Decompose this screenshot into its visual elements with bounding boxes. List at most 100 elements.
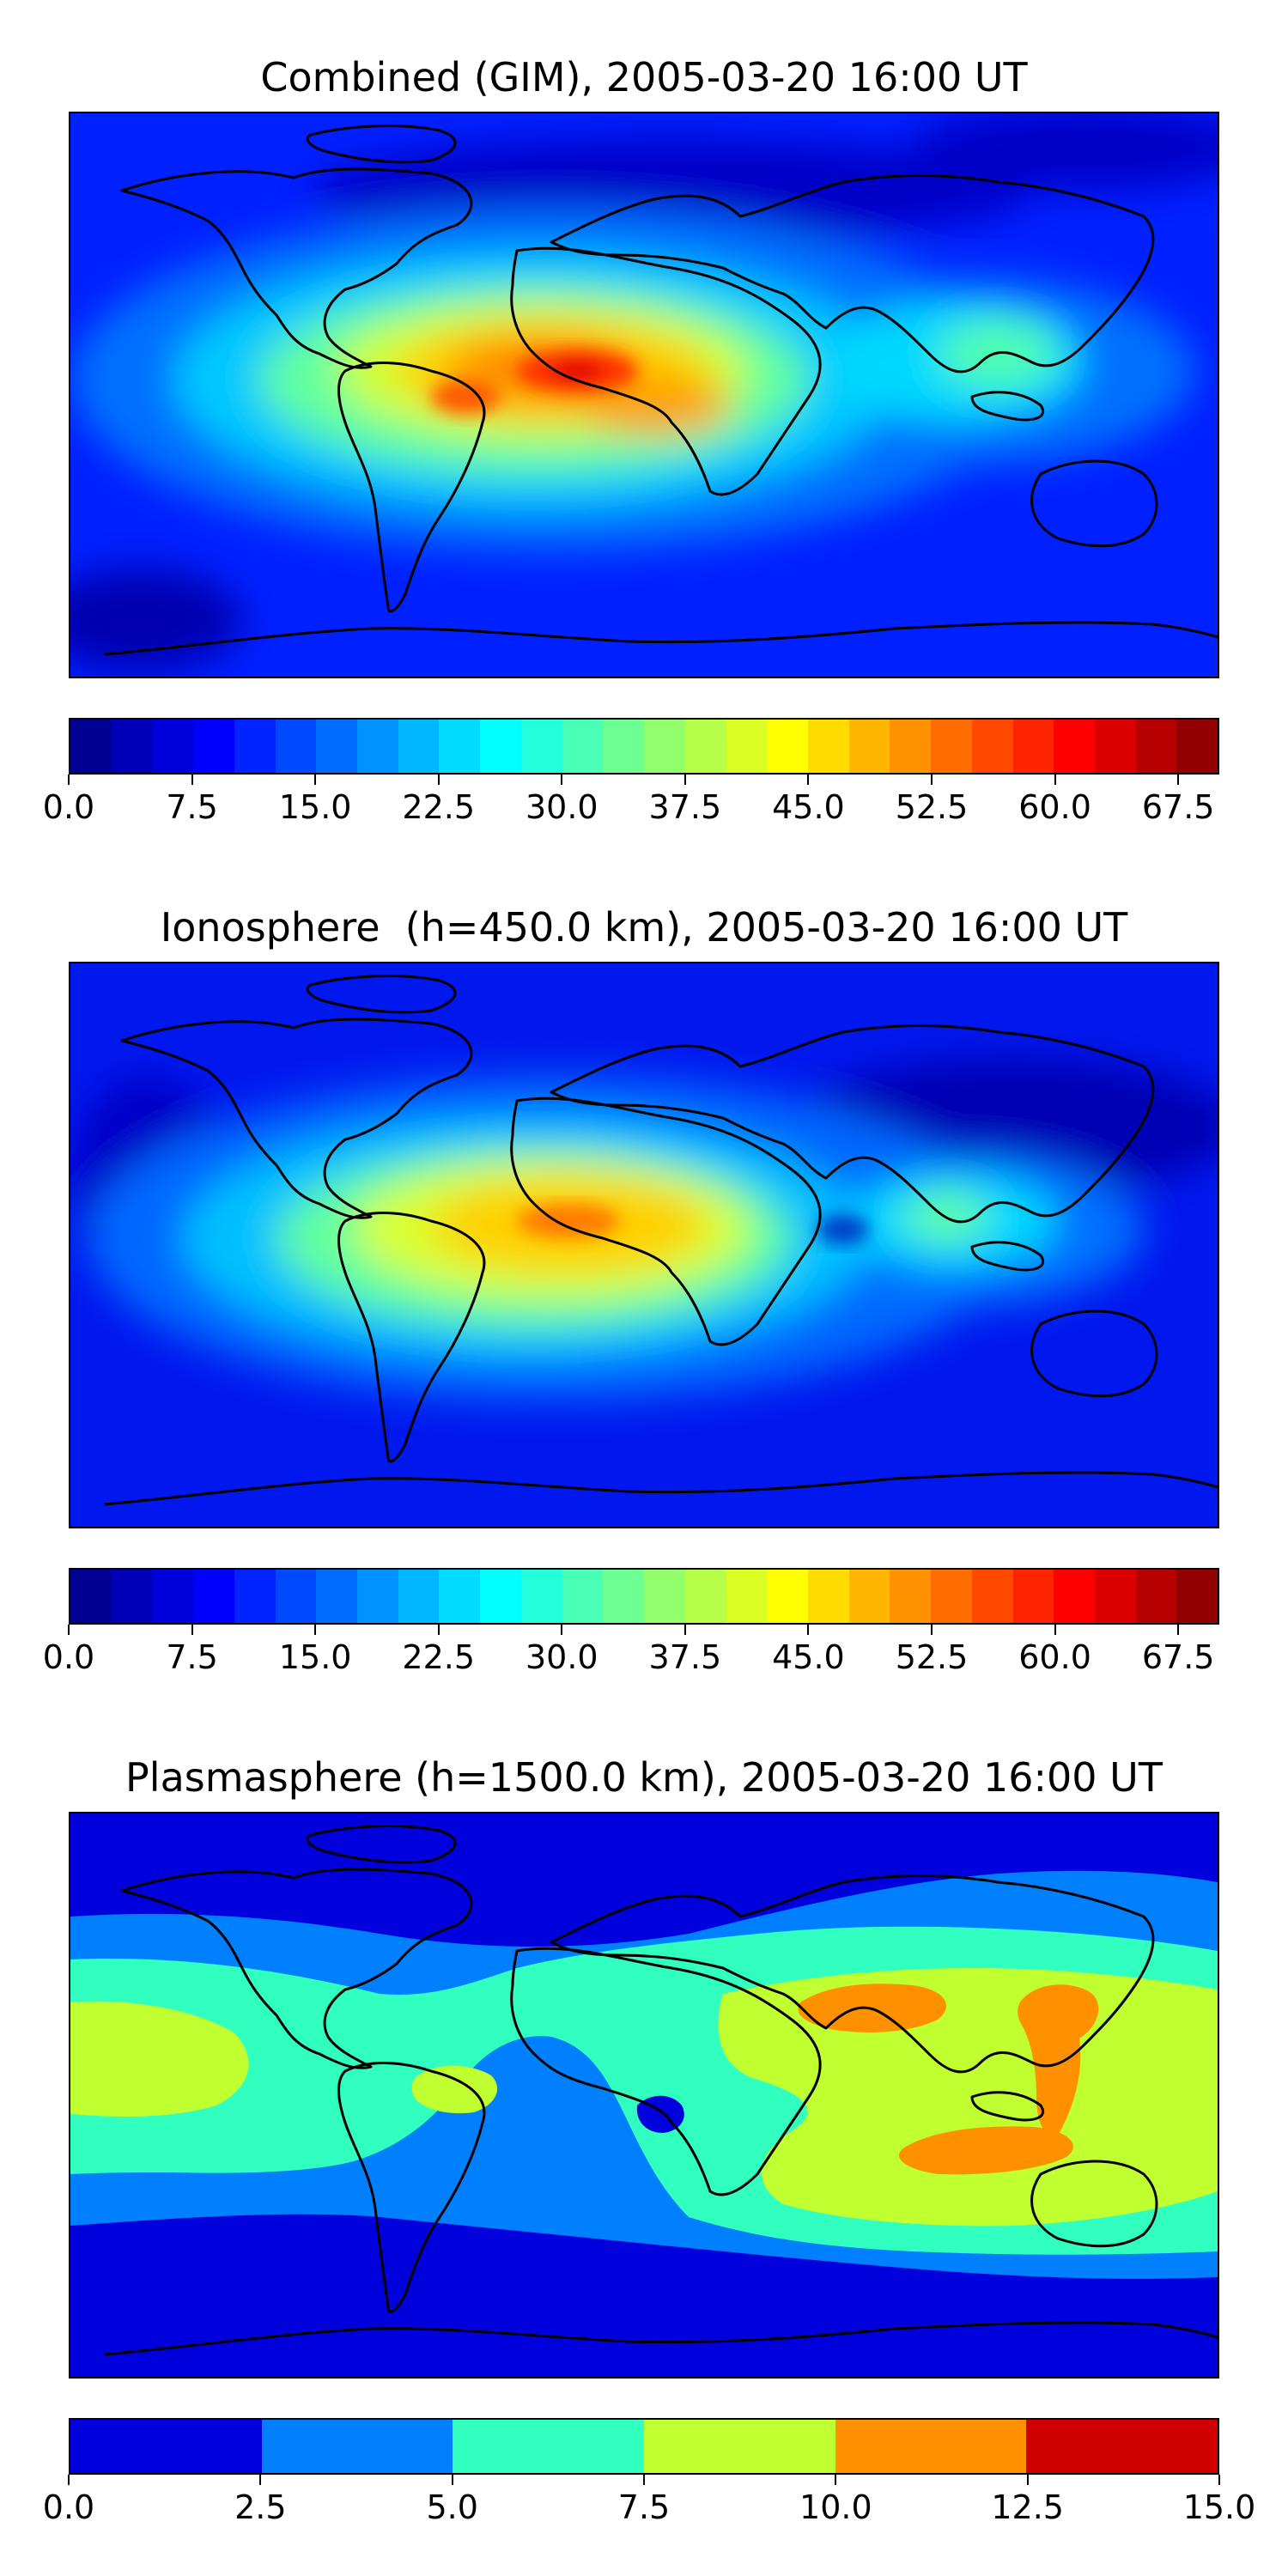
colorbar-segment bbox=[520, 1570, 562, 1623]
colorbar-segment bbox=[316, 1570, 358, 1623]
plasma-patch-pacific bbox=[70, 2001, 249, 2117]
colorbar-segment bbox=[848, 720, 890, 773]
colorbar-segment bbox=[684, 720, 726, 773]
colorbar-segment bbox=[807, 720, 849, 773]
plasma-patch-south-america bbox=[411, 2065, 498, 2114]
colorbar-tick bbox=[1177, 1625, 1180, 1635]
colorbar-segment bbox=[398, 1570, 440, 1623]
colorbar-segment bbox=[726, 1570, 768, 1623]
colorbar-tick-label: 30.0 bbox=[525, 1638, 598, 1676]
colorbar-tick bbox=[259, 2475, 262, 2485]
colorbar-tick bbox=[1054, 775, 1056, 785]
colorbar-tick bbox=[1218, 2475, 1220, 2485]
panel-2-colorbar-ticks: 0.0 7.5 15.0 22.5 30.0 37.5 45.0 52.5 60.0 67.5 bbox=[43, 1625, 1219, 1676]
colorbar-segment bbox=[70, 1570, 112, 1623]
colorbar-tick bbox=[1177, 775, 1180, 785]
colorbar-tick-label: 15.0 bbox=[1182, 2488, 1256, 2526]
colorbar-tick-label: 52.5 bbox=[895, 1638, 969, 1676]
colorbar-tick bbox=[314, 1625, 317, 1635]
colorbar-tick bbox=[683, 1625, 686, 1635]
colorbar-tick bbox=[437, 1625, 440, 1635]
colorbar-tick-label: 37.5 bbox=[648, 788, 722, 826]
colorbar-segment bbox=[480, 720, 521, 773]
colorbar-segment bbox=[603, 720, 645, 773]
colorbar-tick bbox=[643, 2475, 645, 2485]
panel-3-colorbar-ticks: 0.0 2.5 5.0 7.5 10.0 12.5 15.0 bbox=[43, 2475, 1255, 2526]
panel-3-title: Plasmasphere (h=1500.0 km), 2005-03-20 1… bbox=[125, 1754, 1163, 1801]
colorbar-segment bbox=[890, 720, 932, 773]
panel-2-map bbox=[69, 962, 1219, 1528]
colorbar-segment bbox=[931, 720, 972, 773]
plasma-patch-east-asia bbox=[1018, 1984, 1099, 2136]
colorbar-tick-label: 2.5 bbox=[234, 2488, 287, 2526]
colorbar-tick bbox=[807, 775, 810, 785]
colorbar-segment bbox=[1012, 1570, 1054, 1623]
colorbar-tick-label: 10.0 bbox=[799, 2488, 872, 2526]
colorbar-tick bbox=[683, 775, 686, 785]
colorbar-tick bbox=[68, 2475, 70, 2485]
colorbar-segment bbox=[644, 2420, 835, 2473]
colorbar-segment bbox=[971, 1570, 1013, 1623]
colorbar-segment bbox=[275, 1570, 317, 1623]
colorbar-segment bbox=[562, 1570, 604, 1623]
colorbar-segment bbox=[835, 2420, 1027, 2473]
colorbar-tick bbox=[191, 1625, 193, 1635]
colorbar-segment bbox=[275, 720, 317, 773]
colorbar-segment bbox=[70, 720, 112, 773]
colorbar-segment bbox=[726, 720, 768, 773]
panel-3-field bbox=[70, 1814, 1218, 2377]
colorbar-tick-label: 7.5 bbox=[617, 2488, 671, 2526]
colorbar-tick-label: 22.5 bbox=[402, 788, 476, 826]
colorbar-tick-label: 22.5 bbox=[402, 1638, 476, 1676]
colorbar-segment bbox=[1135, 720, 1177, 773]
colorbar-segment bbox=[1054, 1570, 1095, 1623]
colorbar-tick-label: 15.0 bbox=[278, 1638, 352, 1676]
colorbar-segment bbox=[357, 720, 398, 773]
colorbar-segment bbox=[70, 2420, 262, 2473]
colorbar-segment bbox=[316, 720, 358, 773]
panel-2-colorbar bbox=[69, 1568, 1219, 1625]
colorbar-segment bbox=[193, 720, 234, 773]
colorbar-tick bbox=[931, 775, 933, 785]
colorbar-tick-label: 0.0 bbox=[42, 2488, 95, 2526]
colorbar-tick-label: 45.0 bbox=[772, 788, 845, 826]
colorbar-tick-label: 5.0 bbox=[426, 2488, 478, 2526]
colorbar-segment bbox=[1012, 720, 1054, 773]
panel-1-field bbox=[70, 113, 1218, 677]
colorbar-segment bbox=[971, 720, 1013, 773]
colorbar-tick bbox=[451, 2475, 453, 2485]
colorbar-segment bbox=[1176, 1570, 1218, 1623]
colorbar-segment bbox=[603, 1570, 645, 1623]
colorbar-tick bbox=[1026, 2475, 1029, 2485]
colorbar-segment bbox=[1026, 2420, 1218, 2473]
colorbar-tick bbox=[835, 2475, 837, 2485]
colorbar-segment bbox=[644, 1570, 685, 1623]
colorbar-tick-label: 0.0 bbox=[42, 1638, 95, 1676]
colorbar-segment bbox=[439, 1570, 481, 1623]
colorbar-tick bbox=[68, 775, 70, 785]
panel-1-colorbar bbox=[69, 718, 1219, 775]
colorbar-tick bbox=[314, 775, 317, 785]
colorbar-segment bbox=[1054, 720, 1095, 773]
colorbar-segment bbox=[1176, 720, 1218, 773]
colorbar-segment bbox=[261, 2420, 453, 2473]
plasma-patch-australia-north bbox=[898, 2126, 1073, 2175]
colorbar-tick bbox=[931, 1625, 933, 1635]
colorbar-tick bbox=[807, 1625, 810, 1635]
colorbar-segment bbox=[1094, 1570, 1136, 1623]
colorbar-tick-label: 60.0 bbox=[1018, 788, 1091, 826]
colorbar-segment bbox=[398, 720, 440, 773]
colorbar-segment bbox=[520, 720, 562, 773]
colorbar-segment bbox=[357, 1570, 398, 1623]
colorbar-segment bbox=[807, 1570, 849, 1623]
colorbar-tick-label: 67.5 bbox=[1141, 788, 1215, 826]
panel-2-title: Ionosphere (h=450.0 km), 2005-03-20 16:0… bbox=[160, 904, 1128, 951]
panel-2-coastlines bbox=[104, 975, 1218, 1506]
panel-1-colorbar-ticks: 0.0 7.5 15.0 22.5 30.0 37.5 45.0 52.5 60.0 67.5 bbox=[43, 775, 1219, 826]
colorbar-tick bbox=[437, 775, 440, 785]
colorbar-segment bbox=[234, 720, 276, 773]
colorbar-tick-label: 45.0 bbox=[772, 1638, 845, 1676]
panel-1-title: Combined (GIM), 2005-03-20 16:00 UT bbox=[260, 54, 1028, 100]
colorbar-tick-label: 60.0 bbox=[1018, 1638, 1091, 1676]
colorbar-tick bbox=[191, 775, 193, 785]
